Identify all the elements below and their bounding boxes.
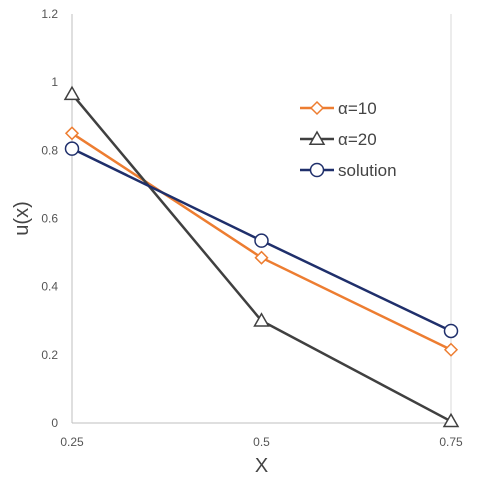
y-tick-label: 0.6	[41, 212, 58, 226]
data-point-triangle	[442, 412, 460, 428]
y-tick-label: 1	[51, 75, 58, 89]
data-point-circle	[254, 233, 269, 248]
legend-marker	[308, 130, 326, 145]
x-tick-label: 0.75	[439, 435, 463, 449]
y-tick-label: 0.4	[41, 280, 58, 294]
y-tick-label: 0.8	[41, 143, 58, 157]
legend: α=10 α=20 solution	[300, 99, 397, 180]
x-axis-title: X	[255, 455, 268, 477]
series-markers	[64, 141, 459, 339]
legend-marker	[309, 100, 325, 116]
legend-item: α=20	[300, 130, 377, 149]
data-point-diamond	[254, 250, 269, 265]
legend-label: solution	[338, 161, 397, 180]
data-point-diamond	[64, 126, 80, 141]
series-layer	[63, 85, 460, 428]
legend-item: α=10	[300, 99, 377, 118]
data-point-circle	[64, 141, 80, 156]
legend-item: solution	[300, 161, 397, 180]
data-point-circle	[443, 323, 459, 339]
y-tick-label: 0.2	[41, 348, 58, 362]
y-axis-title: u(x)	[11, 201, 33, 235]
y-tick-label: 0	[51, 416, 58, 430]
axes: 0 0.2 0.4 0.6 0.8 1 1.2 0.25 0.5 0.75	[41, 7, 463, 449]
legend-label: α=10	[338, 99, 377, 118]
data-point-triangle	[253, 312, 270, 327]
y-tick-label: 1.2	[41, 7, 58, 21]
data-point-triangle	[63, 85, 81, 101]
series-markers	[63, 85, 460, 428]
legend-label: α=20	[338, 130, 377, 149]
legend-marker	[309, 162, 325, 178]
x-tick-label: 0.5	[253, 435, 270, 449]
series-markers	[64, 126, 459, 357]
x-tick-label: 0.25	[60, 435, 84, 449]
data-point-diamond	[443, 342, 459, 357]
